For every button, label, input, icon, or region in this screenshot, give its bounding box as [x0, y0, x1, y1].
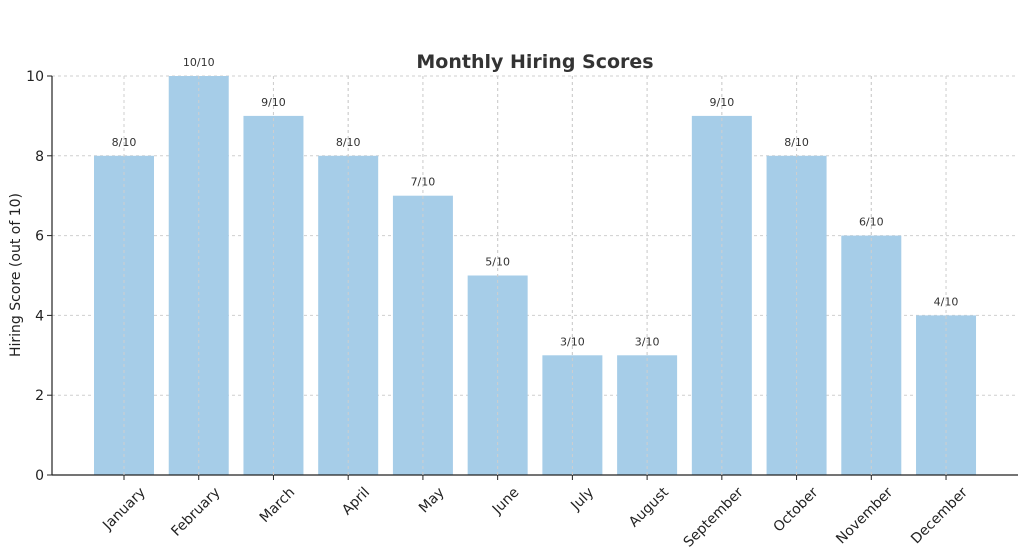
- bar-july: [542, 355, 603, 475]
- x-tick-label: July: [567, 485, 597, 515]
- x-tick-label: December: [908, 484, 971, 547]
- data-label: 10/10: [183, 56, 215, 69]
- x-tick-label: August: [626, 484, 672, 530]
- data-label: 4/10: [934, 295, 959, 308]
- chart-title: Monthly Hiring Scores: [416, 51, 653, 73]
- axes: [47, 75, 1018, 480]
- bar-june: [467, 275, 528, 475]
- x-tick-label: November: [833, 484, 896, 547]
- y-tick-label: 6: [35, 229, 44, 245]
- bars: [94, 76, 977, 476]
- bar-november: [841, 235, 902, 475]
- y-tick-label: 8: [35, 149, 44, 165]
- x-tick-label: October: [770, 484, 821, 535]
- x-tick-label: February: [168, 485, 223, 540]
- x-tick-label: January: [99, 485, 149, 535]
- y-tick-label: 0: [35, 468, 44, 484]
- x-tick-label: April: [339, 485, 373, 519]
- x-tick-label: May: [416, 485, 448, 517]
- y-tick-label: 4: [35, 308, 44, 324]
- y-axis-label: Hiring Score (out of 10): [8, 193, 24, 357]
- bar-september: [691, 115, 752, 476]
- y-tick-label: 10: [26, 69, 44, 85]
- bar-march: [243, 115, 304, 476]
- bar-august: [617, 355, 678, 475]
- x-tick-label: September: [681, 484, 747, 550]
- x-tick-label: June: [489, 485, 523, 519]
- y-tick-label: 2: [35, 388, 44, 404]
- x-tick-label: March: [257, 485, 298, 526]
- data-label: 7/10: [411, 176, 436, 189]
